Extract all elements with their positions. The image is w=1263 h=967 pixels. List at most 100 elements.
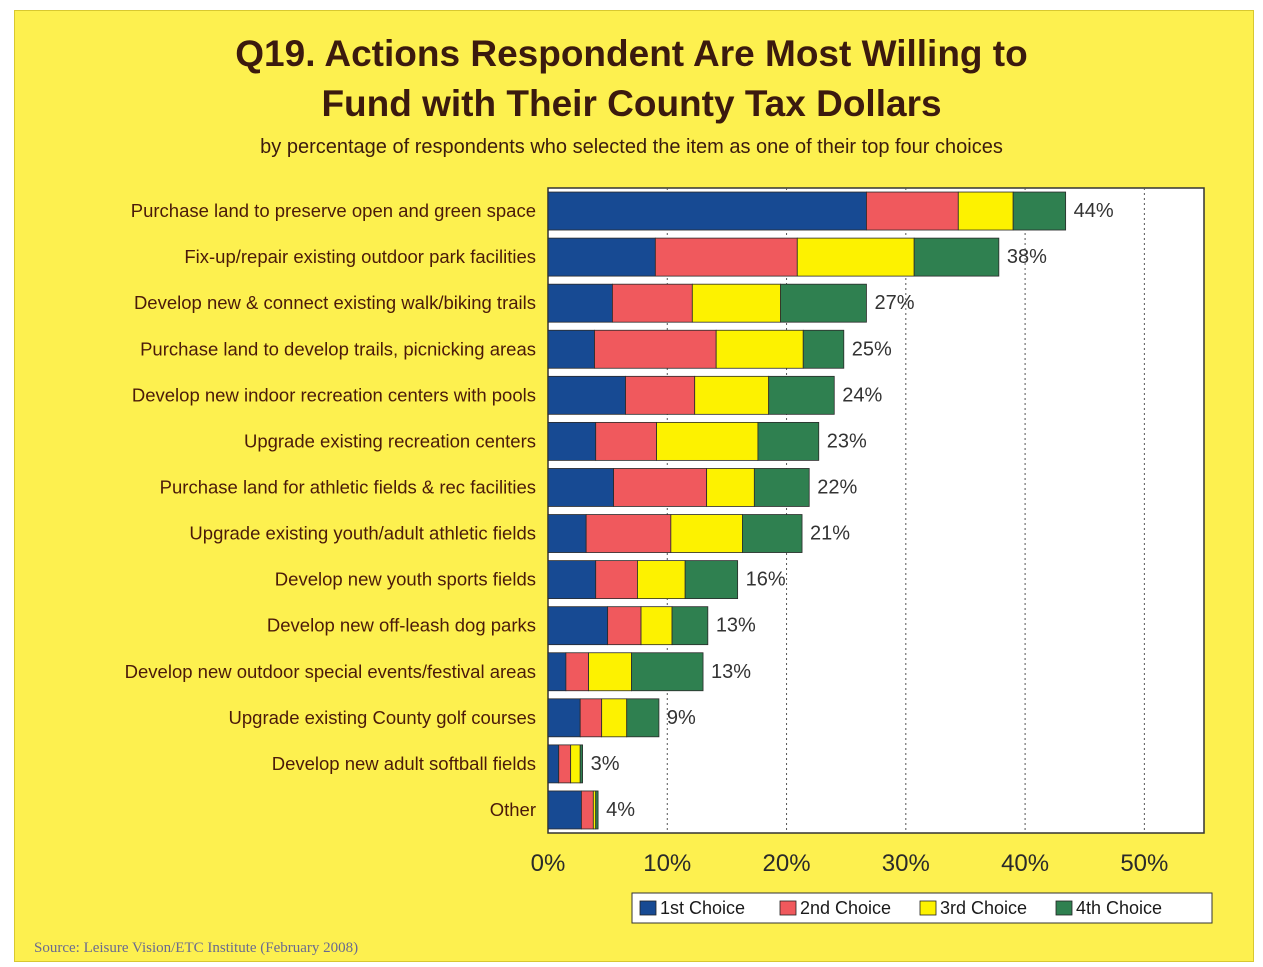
bar-segment (612, 283, 693, 323)
category-label: Develop new & connect existing walk/biki… (134, 292, 536, 313)
bar-segment (547, 421, 597, 461)
bar-segment (866, 191, 959, 231)
bar-segment (594, 329, 717, 369)
bar-segment (579, 744, 583, 784)
legend-label: 4th Choice (1076, 898, 1162, 918)
x-tick-label: 0% (531, 850, 566, 877)
total-label: 44% (1074, 200, 1114, 222)
bar-segment (579, 698, 603, 738)
x-tick-label: 50% (1120, 850, 1168, 877)
bar-segment (565, 652, 589, 692)
bar-segment (547, 652, 567, 692)
chart-title-line1: Q19. Actions Respondent Are Most Willing… (235, 33, 1028, 74)
bar-segment (706, 468, 755, 507)
x-tick-label: 30% (882, 850, 930, 877)
category-label: Other (490, 799, 536, 820)
category-label: Develop new adult softball fields (272, 753, 536, 774)
bar-segment (796, 237, 915, 277)
bar-segment (558, 744, 572, 784)
bar-segment (780, 283, 867, 323)
bar-segment (607, 606, 642, 646)
total-label: 38% (1007, 246, 1047, 268)
bar-segment (631, 652, 704, 692)
total-label: 16% (746, 569, 786, 591)
bar-segment (570, 744, 581, 784)
bar-segment (585, 514, 672, 553)
bar-segment (547, 698, 581, 738)
chart-title-line2: Fund with Their County Tax Dollars (321, 83, 942, 124)
category-label: Develop new youth sports fields (275, 569, 536, 590)
bar-segment (547, 790, 582, 830)
bar-segment (715, 329, 804, 369)
category-label: Develop new off-leash dog parks (267, 615, 536, 636)
bar-segment (547, 191, 867, 231)
total-label: 22% (817, 476, 857, 498)
total-label: 13% (711, 661, 751, 683)
bar-segment (547, 283, 613, 323)
bar-segment (694, 375, 770, 415)
bar-segment (595, 790, 599, 830)
legend-swatch (1055, 900, 1073, 916)
category-label: Purchase land to preserve open and green… (131, 200, 536, 221)
bar-segment (670, 514, 743, 553)
total-label: 4% (606, 799, 635, 821)
bar-segment (580, 790, 594, 830)
bar-segment (742, 514, 803, 553)
bar-segment (547, 744, 560, 784)
bar-segment (588, 652, 632, 692)
bar-segment (640, 606, 673, 646)
bar-segment (768, 375, 835, 415)
bar-segment (625, 375, 696, 415)
bar-segment (547, 468, 614, 507)
bar-segment (547, 375, 626, 415)
bar-segment (757, 421, 820, 461)
bar-segment (913, 237, 1000, 277)
legend-swatch (779, 900, 797, 916)
bar-segment (626, 698, 660, 738)
legend-swatch (639, 900, 657, 916)
bar-segment (595, 421, 657, 461)
bar-segment (637, 560, 686, 600)
legend-swatch (919, 900, 937, 916)
bar-segment (601, 698, 628, 738)
total-label: 13% (716, 615, 756, 637)
bar-segment (656, 421, 759, 461)
bar-segment (547, 514, 587, 553)
category-label: Upgrade existing recreation centers (244, 430, 536, 451)
bar-segment (1012, 191, 1067, 231)
chart-subtitle: by percentage of respondents who selecte… (260, 136, 1003, 158)
category-label: Upgrade existing County golf courses (229, 707, 536, 728)
category-label: Develop new indoor recreation centers wi… (132, 384, 536, 405)
total-label: 9% (667, 707, 696, 729)
bar-segment (595, 560, 638, 600)
total-label: 27% (874, 292, 914, 314)
legend-label: 3rd Choice (940, 898, 1027, 918)
category-label: Fix-up/repair existing outdoor park faci… (184, 246, 536, 267)
bar-segment (671, 606, 709, 646)
bar-segment (684, 560, 739, 600)
bar-segment (547, 606, 609, 646)
x-tick-label: 20% (763, 850, 811, 877)
bar-segment (654, 237, 798, 277)
total-label: 23% (827, 430, 867, 452)
bar-segment (957, 191, 1014, 231)
legend-label: 1st Choice (660, 898, 745, 918)
total-label: 3% (591, 753, 620, 775)
total-label: 21% (810, 523, 850, 545)
source-note: Source: Leisure Vision/ETC Institute (Fe… (34, 940, 359, 956)
bar-segment (547, 329, 595, 369)
category-label: Develop new outdoor special events/festi… (125, 661, 536, 682)
x-tick-label: 40% (1001, 850, 1049, 877)
legend-label: 2nd Choice (800, 898, 891, 918)
category-label: Purchase land to develop trails, picnick… (140, 338, 536, 359)
bar-segment (613, 468, 708, 507)
total-label: 24% (842, 384, 882, 406)
category-label: Purchase land for athletic fields & rec … (160, 476, 536, 497)
bar-segment (547, 237, 656, 277)
bar-segment (802, 329, 845, 369)
total-label: 25% (852, 338, 892, 360)
x-tick-label: 10% (643, 850, 691, 877)
category-label: Upgrade existing youth/adult athletic fi… (189, 523, 536, 544)
bar-segment (547, 560, 597, 600)
